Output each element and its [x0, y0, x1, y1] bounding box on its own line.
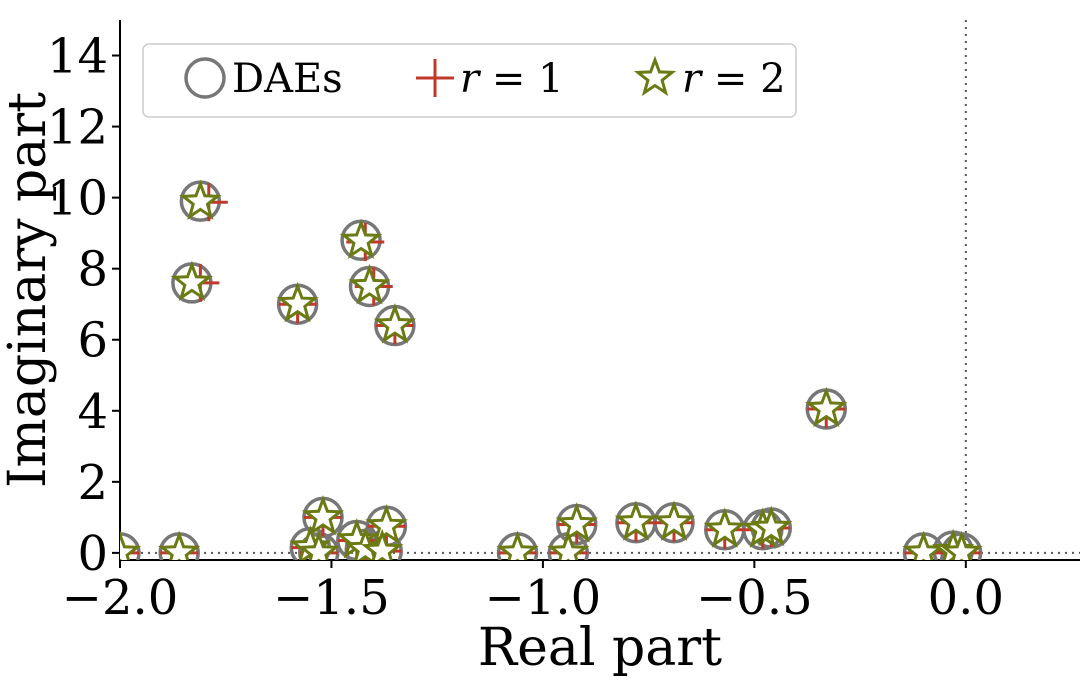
legend-circle-marker	[184, 57, 226, 99]
x-tick-label: −2.0	[62, 570, 179, 626]
star-point	[301, 495, 345, 536]
legend-plus-marker	[416, 59, 454, 97]
star-point	[496, 530, 539, 560]
y-tick-label: 14	[47, 29, 108, 85]
y-tick-label: 8	[77, 242, 108, 298]
x-tick-label: −1.5	[273, 570, 390, 626]
y-axis-title: Imaginary part	[0, 92, 58, 488]
star-point	[614, 500, 658, 541]
star-point	[120, 530, 142, 560]
star-point	[297, 530, 341, 560]
star-point	[804, 386, 848, 428]
legend-label-plus: r = 1	[460, 56, 564, 102]
y-tick-label: 6	[77, 313, 108, 369]
plus-point	[120, 533, 139, 560]
x-tick-label: 0.0	[928, 570, 1004, 626]
star-point	[179, 179, 222, 221]
x-tick-label: −1.0	[485, 570, 602, 626]
star-point	[703, 507, 747, 548]
series-star	[120, 179, 983, 560]
x-axis-title: Real part	[478, 618, 722, 678]
star-point	[170, 260, 214, 302]
star-point	[555, 502, 599, 543]
y-tick-label: 12	[47, 100, 108, 156]
star-point	[750, 505, 793, 547]
star-point	[940, 530, 983, 560]
y-tick-label: 4	[77, 384, 108, 440]
legend-label-circle: DAEs	[232, 56, 343, 102]
y-tick-label: 0	[77, 526, 108, 582]
star-point	[276, 281, 319, 323]
legend-equation: = 2	[701, 56, 785, 102]
star-point	[373, 303, 417, 344]
star-point	[348, 264, 391, 305]
star-point	[652, 500, 696, 541]
legend-box	[142, 43, 797, 118]
y-tick-label: 10	[47, 171, 108, 227]
data-markers	[120, 179, 983, 560]
star-point	[360, 528, 404, 560]
legend-variable: r	[460, 56, 482, 102]
legend-equation: = 1	[479, 56, 563, 102]
legend-star-marker	[633, 55, 677, 97]
x-tick-label: −0.5	[696, 570, 813, 626]
star-point	[547, 530, 590, 560]
star-point	[365, 503, 408, 545]
legend-variable: r	[682, 56, 704, 102]
star-point	[157, 530, 201, 560]
ticks: −2.0 −1.5 −1.0 −0.5 0.0 0 2 4 6 8 10 12 14	[47, 29, 1004, 626]
series-circle	[120, 180, 983, 560]
y-tick-label: 2	[77, 455, 108, 511]
legend-label-star: r = 2	[682, 56, 786, 102]
star-point	[339, 218, 383, 259]
series-plus	[120, 183, 981, 560]
